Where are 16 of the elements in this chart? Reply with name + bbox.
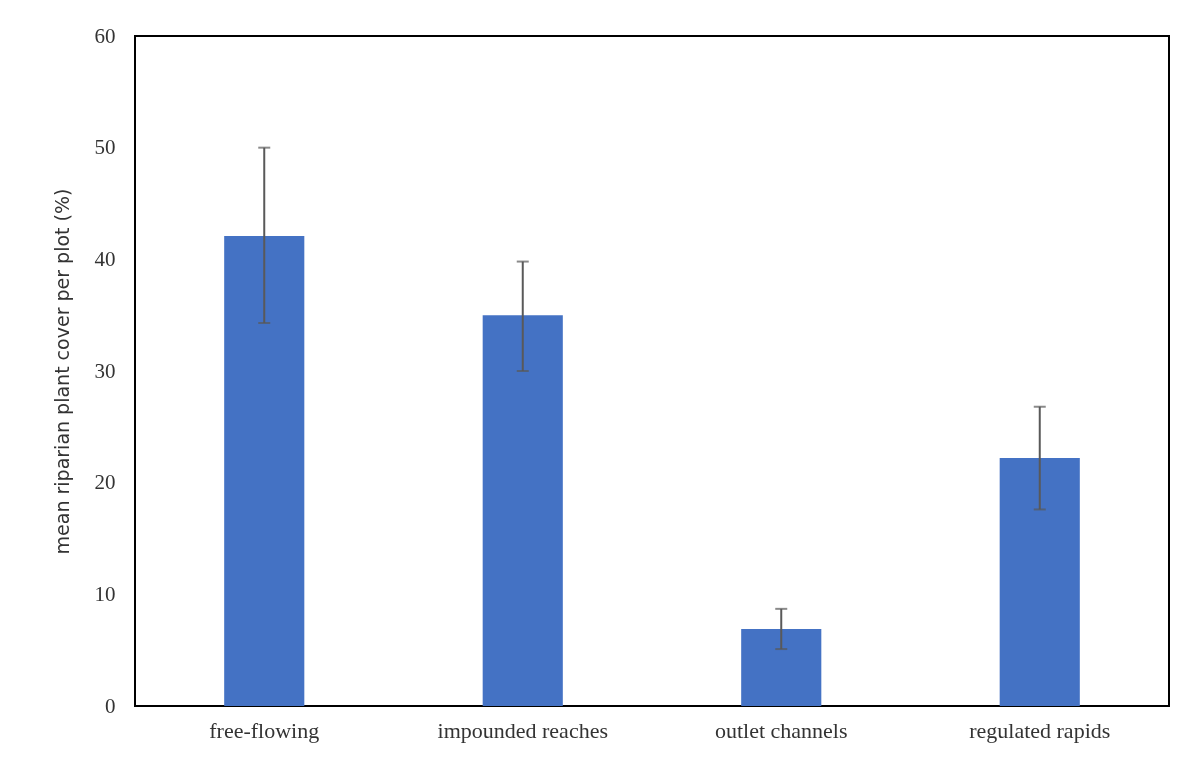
y-tick-label: 20 (94, 470, 116, 495)
y-tick-label: 40 (94, 246, 116, 271)
x-tick-label: free-flowing (209, 717, 320, 743)
x-tick-label: regulated rapids (969, 717, 1111, 743)
bar (482, 315, 563, 706)
y-axis-title: mean riparian plant cover per plot (%) (50, 188, 73, 555)
bar (999, 458, 1080, 706)
x-tick-label: impounded reaches (437, 717, 608, 743)
y-tick-label: 0 (105, 693, 116, 718)
y-tick-label: 30 (94, 358, 116, 383)
bar (224, 235, 305, 706)
y-tick-label: 50 (94, 135, 116, 160)
x-tick-label: outlet channels (714, 717, 848, 743)
y-tick-label: 10 (94, 581, 116, 606)
bar (741, 628, 822, 706)
y-tick-label: 60 (94, 23, 116, 48)
